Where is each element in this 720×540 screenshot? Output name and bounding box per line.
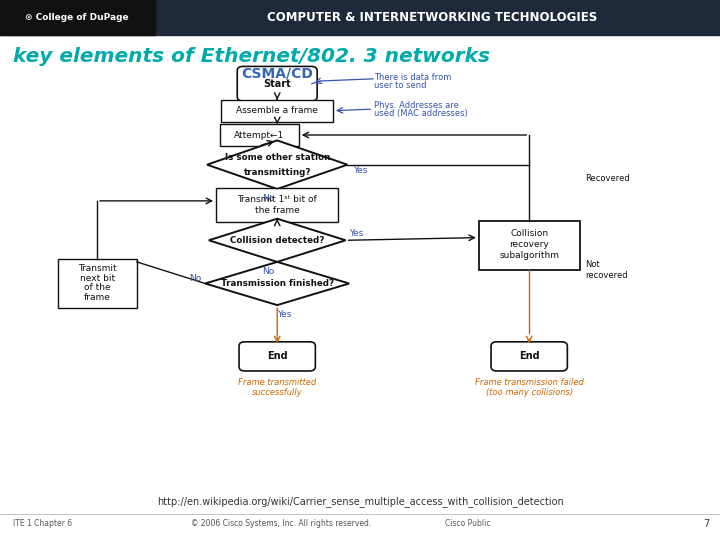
Text: Yes: Yes: [354, 166, 367, 174]
Text: COMPUTER & INTERNETWORKING TECHNOLOGIES: COMPUTER & INTERNETWORKING TECHNOLOGIES: [267, 11, 597, 24]
FancyBboxPatch shape: [491, 342, 567, 371]
Text: Not
recovered: Not recovered: [585, 260, 628, 280]
Text: Yes: Yes: [277, 310, 292, 319]
Polygon shape: [207, 140, 348, 189]
Text: recovery: recovery: [509, 240, 549, 249]
Bar: [58, 259, 137, 308]
Polygon shape: [205, 262, 349, 305]
Text: of the: of the: [84, 284, 110, 292]
Bar: [220, 124, 299, 146]
Text: used (MAC addresses): used (MAC addresses): [374, 109, 468, 118]
FancyBboxPatch shape: [238, 66, 318, 101]
Text: Transmission finished?: Transmission finished?: [220, 279, 334, 288]
Text: 7: 7: [703, 519, 709, 529]
Text: No: No: [189, 274, 202, 282]
Text: No: No: [262, 194, 275, 203]
Text: © 2006 Cisco Systems, Inc. All rights reserved.: © 2006 Cisco Systems, Inc. All rights re…: [191, 519, 371, 528]
Text: End: End: [267, 352, 287, 361]
Text: There is data from: There is data from: [374, 73, 451, 82]
Text: frame: frame: [84, 293, 111, 302]
Text: key elements of Ethernet/802. 3 networks: key elements of Ethernet/802. 3 networks: [13, 47, 490, 66]
Bar: [216, 188, 338, 222]
Text: Is some other station: Is some other station: [225, 153, 330, 161]
Text: Collision detected?: Collision detected?: [230, 236, 325, 245]
Text: Frame transmitted
successfully: Frame transmitted successfully: [238, 378, 316, 397]
Bar: [0, 0, 155, 35]
Text: Attempt←1: Attempt←1: [234, 131, 284, 139]
Text: Phys. Addresses are: Phys. Addresses are: [374, 101, 459, 110]
Bar: [222, 100, 333, 122]
Text: Collision: Collision: [510, 230, 548, 238]
Text: user to send: user to send: [374, 82, 427, 90]
Text: Recovered: Recovered: [585, 174, 630, 183]
Text: ⊙ College of DuPage: ⊙ College of DuPage: [25, 13, 129, 22]
Text: Transmit: Transmit: [78, 264, 117, 273]
Text: http://en.wikipedia.org/wiki/Carrier_sense_multiple_access_with_collision_detect: http://en.wikipedia.org/wiki/Carrier_sen…: [157, 496, 563, 507]
Bar: [479, 221, 580, 270]
Text: Assemble a frame: Assemble a frame: [236, 106, 318, 115]
Text: End: End: [519, 352, 539, 361]
Text: No: No: [262, 267, 275, 276]
Polygon shape: [209, 219, 346, 262]
Text: Yes: Yes: [349, 230, 364, 238]
Bar: [0, 0, 720, 35]
Text: Cisco Public: Cisco Public: [445, 519, 491, 528]
Text: Start: Start: [264, 79, 291, 89]
Text: next bit: next bit: [80, 274, 114, 282]
Text: subalgorithm: subalgorithm: [499, 251, 559, 260]
Text: transmitting?: transmitting?: [243, 168, 311, 177]
Text: Frame transmission failed
(too many collisions): Frame transmission failed (too many coll…: [474, 378, 584, 397]
Text: Transmit 1ˢᵗ bit of: Transmit 1ˢᵗ bit of: [238, 195, 317, 204]
FancyBboxPatch shape: [239, 342, 315, 371]
Text: CSMA/CD: CSMA/CD: [241, 67, 313, 81]
Text: the frame: the frame: [255, 206, 300, 215]
Text: ITE 1 Chapter 6: ITE 1 Chapter 6: [13, 519, 72, 528]
